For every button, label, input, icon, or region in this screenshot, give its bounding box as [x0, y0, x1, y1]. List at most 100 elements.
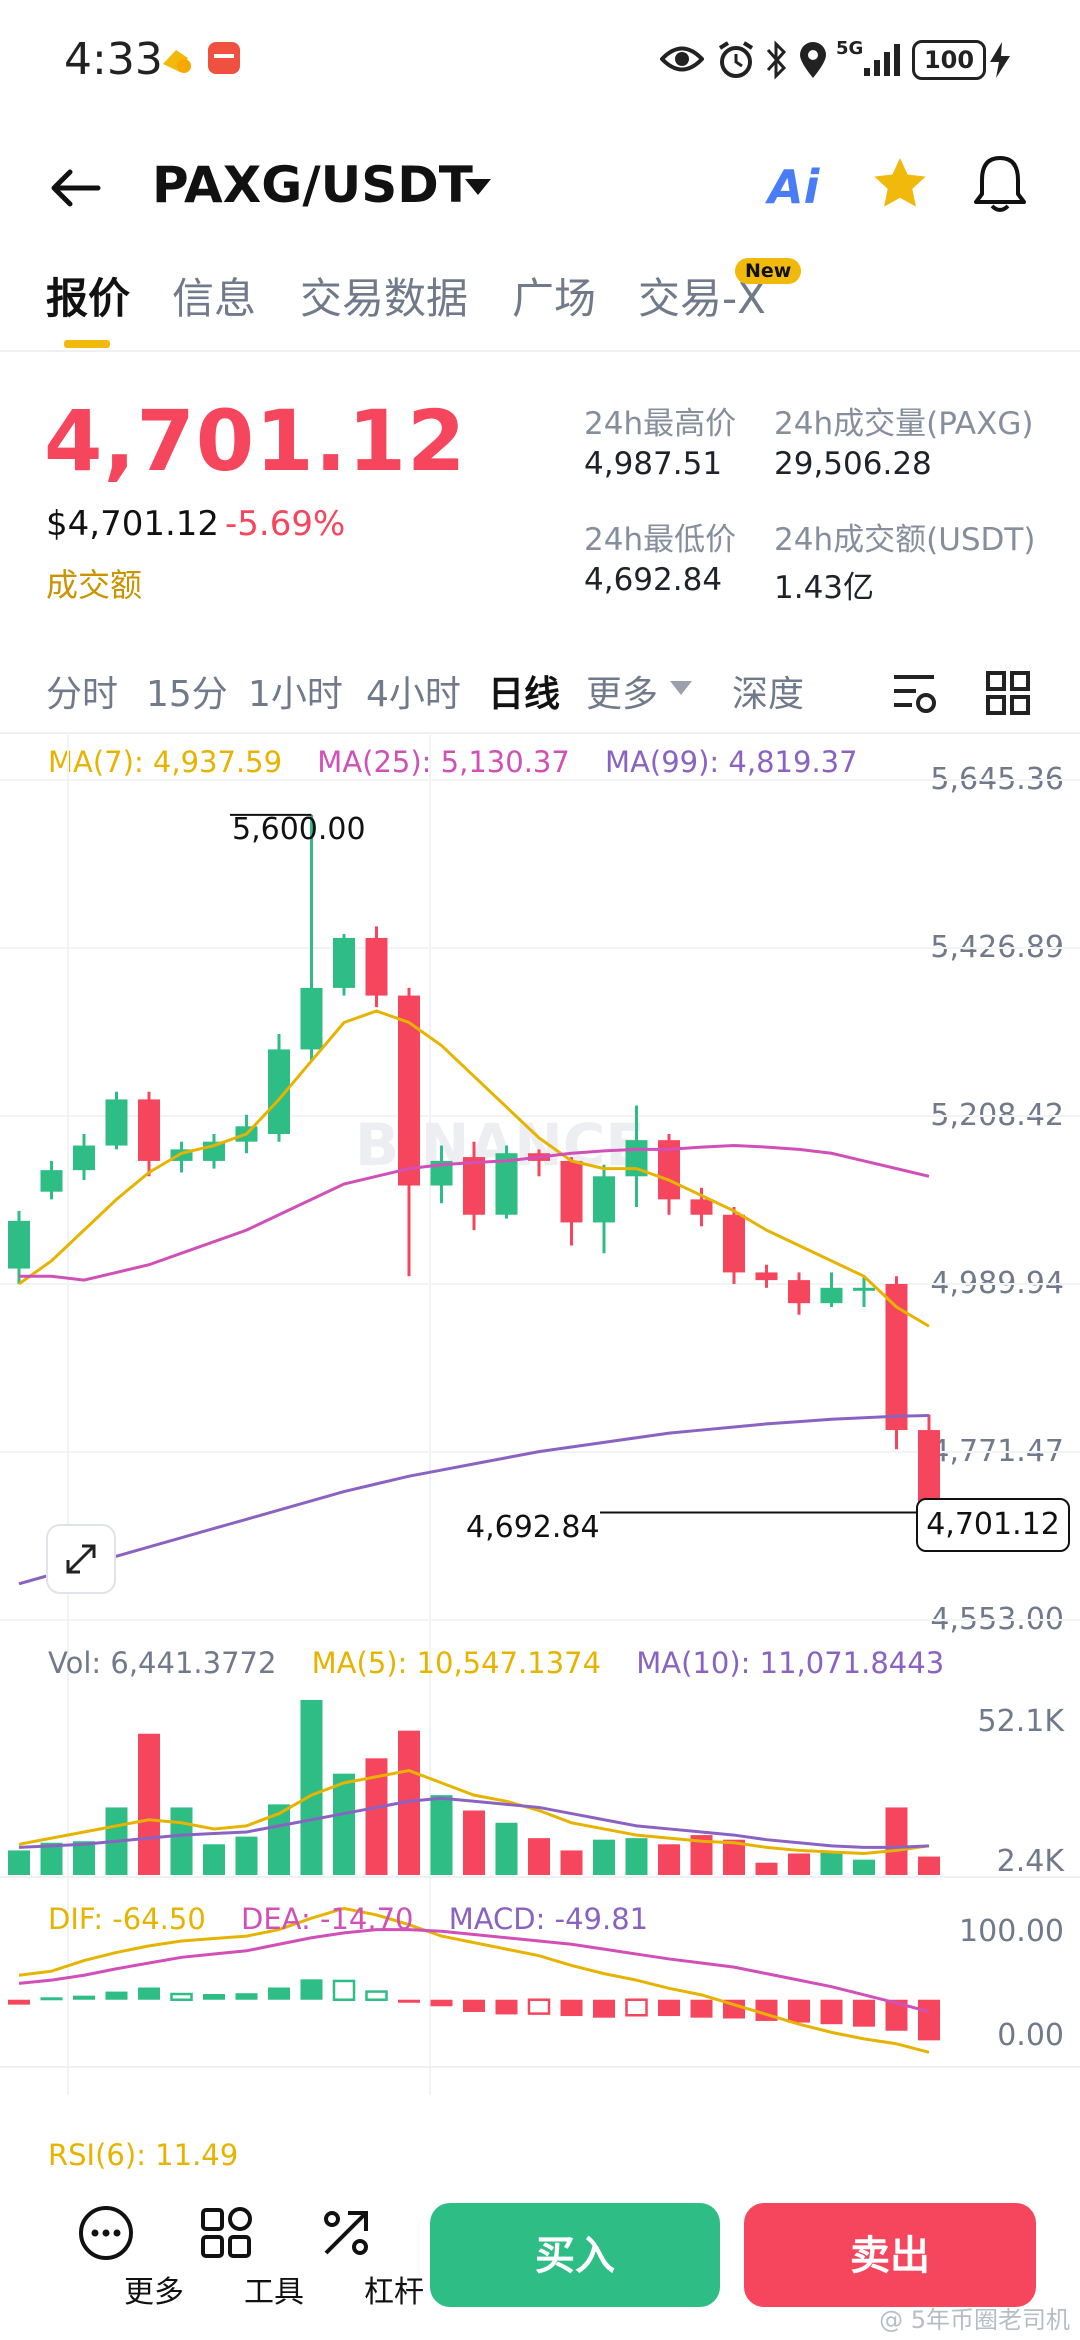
- volume-bar: [430, 1795, 453, 1875]
- vol-ma10-line: [18, 1796, 930, 1849]
- more-dots-icon: [79, 2206, 133, 2260]
- pinwheel-icon: [163, 50, 191, 73]
- macd-hist-bar: [560, 1999, 583, 2017]
- candle-body: [398, 995, 420, 1186]
- volume-bar: [560, 1850, 583, 1875]
- ma99-line: [18, 1413, 930, 1586]
- tab-bar: 报价 信息 交易数据 广场 交易-X: [0, 255, 1080, 352]
- volume-bar: [625, 1838, 648, 1875]
- tab-trade-data[interactable]: 交易数据: [300, 274, 469, 323]
- macd-group: [8, 1906, 940, 2054]
- tab-active-indicator: [64, 340, 110, 348]
- interval-4h[interactable]: 4小时: [366, 674, 461, 715]
- candle-body: [560, 1160, 583, 1223]
- macd-hist-bar: [820, 1999, 843, 2025]
- ai-button[interactable]: Ai: [768, 160, 820, 214]
- volume-bar: [40, 1842, 63, 1875]
- tab-quote[interactable]: 报价: [46, 274, 131, 323]
- volume-bar: [268, 1804, 290, 1875]
- volume-bar: [853, 1859, 875, 1875]
- bottom-action-bar: 更多 工具 杠杆 买入 卖出: [0, 2175, 1080, 2340]
- interval-depth[interactable]: 深度: [732, 674, 805, 715]
- dif-legend: DIF: -64.50: [48, 1902, 206, 1936]
- macd-hist-bar: [398, 1999, 420, 2003]
- fullscreen-button[interactable]: [46, 1524, 116, 1594]
- vol-y-label: 52.1K: [977, 1704, 1064, 1739]
- tools-label: 工具: [244, 2275, 304, 2310]
- candle-body: [138, 1099, 160, 1161]
- interval-1d[interactable]: 日线: [488, 674, 561, 715]
- ma-lines-group: [18, 1009, 930, 1586]
- macd-hist-bar: [268, 1987, 290, 2000]
- status-time: 4:33: [64, 34, 163, 85]
- dea-line: [18, 1928, 930, 2014]
- macd-hist-bar: [463, 1999, 485, 2012]
- eye-icon: [660, 46, 704, 72]
- back-arrow-icon[interactable]: [48, 166, 102, 210]
- alarm-icon: [718, 41, 754, 78]
- last-price: 4,701.12: [44, 392, 467, 490]
- volume-bar: [755, 1862, 778, 1875]
- app-notification-icon: [208, 42, 240, 74]
- sell-button[interactable]: 卖出: [744, 2203, 1036, 2307]
- macd-hist-bar: [527, 1998, 551, 2015]
- candle-body: [463, 1157, 485, 1215]
- more-chevron-icon[interactable]: [668, 679, 694, 697]
- header: PAXG/USDT Ai: [0, 130, 1080, 240]
- candle-body: [495, 1153, 518, 1215]
- grid-layout-icon[interactable]: [984, 669, 1032, 717]
- ma7-line: [18, 1009, 930, 1328]
- expand-icon: [66, 1544, 96, 1574]
- candle-body: [788, 1280, 810, 1304]
- turnover-label[interactable]: 成交额: [46, 566, 143, 604]
- volume-bar: [138, 1733, 160, 1875]
- macd-hist-bar: [40, 1997, 63, 2001]
- volume-bar: [495, 1822, 518, 1875]
- ma-legend: MA(7): 4,937.59 MA(25): 5,130.37 MA(99):…: [48, 745, 858, 779]
- macd-hist-bar: [170, 1992, 193, 2001]
- interval-1h[interactable]: 1小时: [248, 674, 343, 715]
- indicator-settings-icon[interactable]: [890, 669, 938, 719]
- buy-button[interactable]: 买入: [430, 2203, 720, 2307]
- candle-body: [918, 1430, 940, 1507]
- macd-legend: DIF: -64.50 DEA: -14.70 MACD: -49.81: [48, 1902, 648, 1936]
- macd-hist-bar: [593, 1999, 615, 2018]
- interval-15m[interactable]: 15分: [146, 674, 228, 715]
- candle-body: [593, 1176, 615, 1223]
- leverage-icon: [324, 2211, 368, 2255]
- chevron-down-icon[interactable]: [463, 176, 493, 198]
- rsi-legend: RSI(6): 11.49: [48, 2138, 239, 2172]
- high-annotation: 5,600.00: [232, 812, 366, 847]
- candle-body: [333, 937, 355, 988]
- vol-ma5-line: [18, 1769, 930, 1856]
- volume-bar: [333, 1773, 355, 1875]
- price-change: -5.69%: [225, 504, 346, 544]
- low-value: 4,692.84: [584, 562, 723, 598]
- pair-title[interactable]: PAXG/USDT: [152, 156, 473, 214]
- macd-hist-bar: [430, 1999, 453, 2007]
- macd-hist-bar: [203, 1994, 225, 2000]
- volume-bar: [235, 1836, 258, 1875]
- candle-body: [300, 987, 323, 1050]
- candle-body: [755, 1272, 778, 1281]
- charging-icon: [990, 42, 1010, 78]
- interval-more[interactable]: 更多: [586, 674, 659, 715]
- leverage-label: 杠杆: [364, 2275, 424, 2310]
- ma25-line: [19, 1144, 930, 1282]
- candle-body: [658, 1140, 680, 1200]
- candle-body: [885, 1283, 908, 1431]
- vol-legend: Vol: 6,441.3772: [48, 1646, 277, 1680]
- high-label: 24h最高价: [584, 406, 737, 442]
- macd-hist-bar: [105, 1991, 128, 2000]
- candle-body: [73, 1145, 95, 1171]
- signal-icon: [864, 44, 900, 76]
- star-icon[interactable]: [870, 154, 930, 214]
- tab-info[interactable]: 信息: [172, 274, 257, 323]
- bell-icon[interactable]: [972, 152, 1028, 214]
- macd-hist-bar: [365, 1990, 388, 2001]
- interval-timeshare[interactable]: 分时: [46, 674, 119, 715]
- interval-bar: 分时 15分 1小时 4小时 日线 更多 深度: [0, 655, 1080, 735]
- tab-square[interactable]: 广场: [512, 274, 597, 323]
- candlestick-chart[interactable]: BINANCE: [0, 735, 1080, 2170]
- macd-hist-bar: [625, 1998, 648, 2017]
